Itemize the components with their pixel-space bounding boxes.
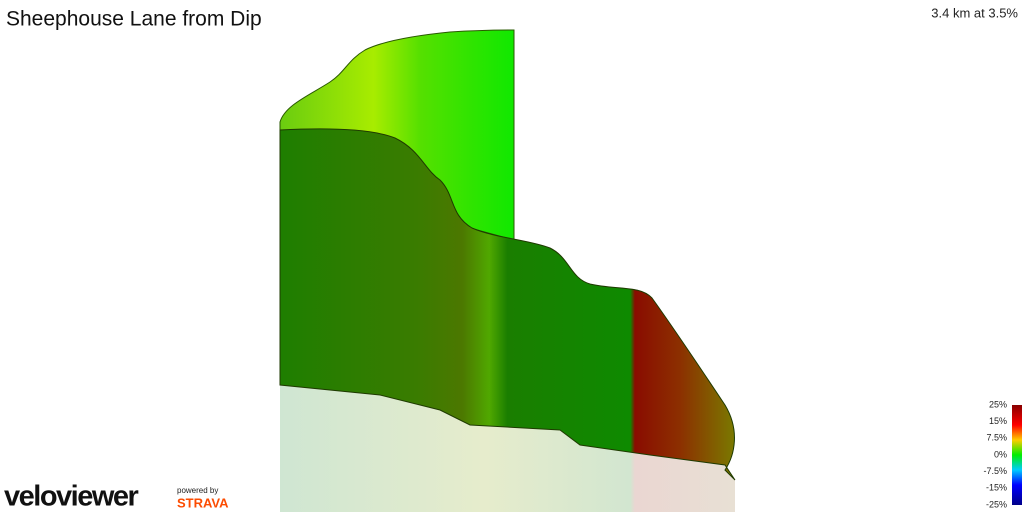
legend-tick-label: 25% — [989, 399, 1007, 409]
legend-tick-label: -25% — [986, 499, 1007, 509]
front-wall — [279, 128, 736, 481]
back-wall — [279, 29, 515, 241]
summary: 3.4 km at 3.5% — [931, 5, 1018, 20]
gradient-scale — [1012, 405, 1022, 505]
powered-by: powered by — [177, 486, 218, 495]
legend-tick-label: 15% — [989, 416, 1007, 426]
reflection — [280, 385, 735, 512]
legend-tick-label: -15% — [986, 483, 1007, 493]
legend-tick-label: 0% — [994, 449, 1007, 459]
strava: STRAVA — [177, 495, 229, 510]
title: Sheephouse Lane from Dip — [6, 8, 262, 31]
legend-tick-label: 7.5% — [986, 433, 1007, 443]
legend-ticks: 25% 15% 7.5% 0% -7.5% -15% -25% — [983, 399, 1007, 509]
logo: veloviewer — [4, 481, 139, 512]
legend-tick-label: -7.5% — [983, 466, 1007, 476]
